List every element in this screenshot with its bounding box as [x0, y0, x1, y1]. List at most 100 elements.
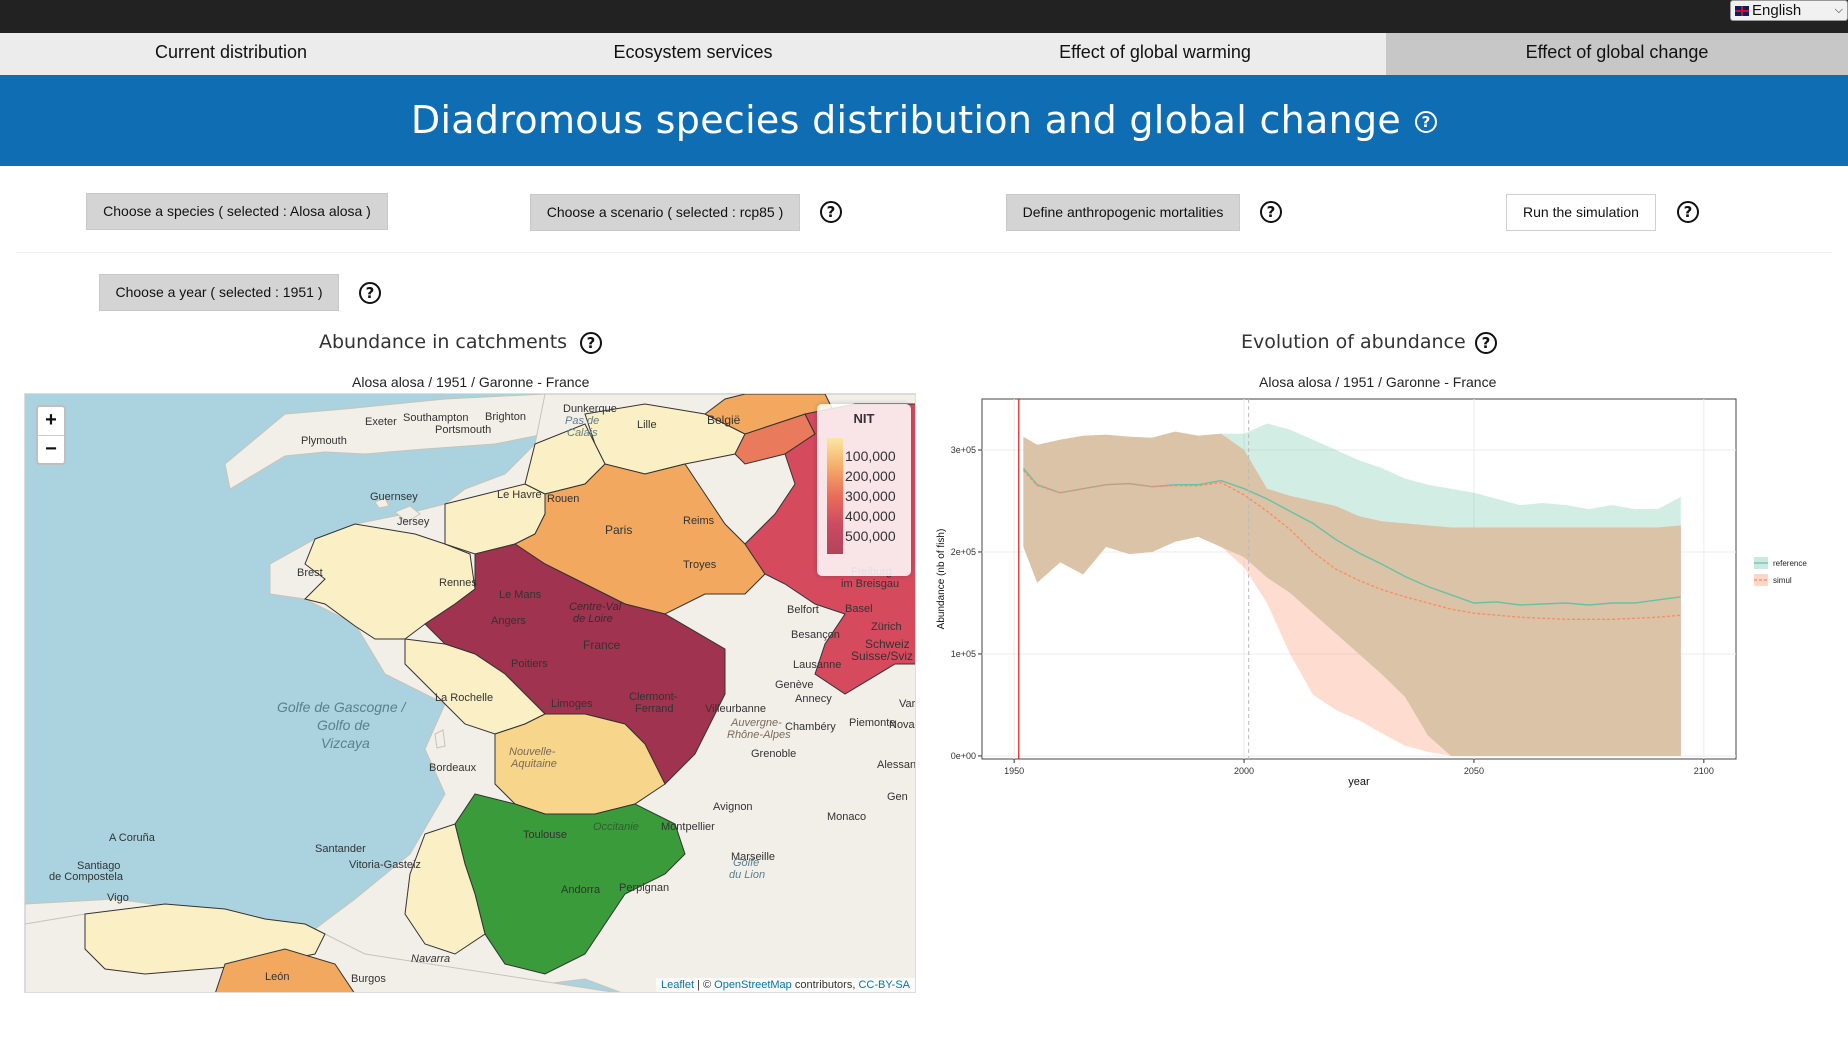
choose-scenario-button[interactable]: Choose a scenario ( selected : rcp85 ): [530, 194, 800, 231]
svg-text:Vitoria-Gasteiz: Vitoria-Gasteiz: [349, 859, 421, 871]
define-mortalities-button[interactable]: Define anthropogenic mortalities: [1006, 194, 1240, 231]
map-land-jersey: [394, 505, 421, 523]
scenario-help-icon[interactable]: ?: [820, 201, 842, 223]
svg-text:Avignon: Avignon: [713, 801, 753, 813]
year-help-icon[interactable]: ?: [359, 282, 381, 304]
svg-text:Plymouth: Plymouth: [301, 435, 347, 447]
svg-text:Perpignan: Perpignan: [619, 882, 669, 894]
svg-text:Exeter: Exeter: [365, 416, 397, 428]
svg-text:Calais: Calais: [567, 427, 598, 439]
y-axis-label: Abundance (nb of fish): [936, 529, 947, 630]
svg-text:Santiago: Santiago: [77, 860, 120, 872]
legend-label: 100,000: [845, 448, 896, 464]
overlap-band: [1023, 431, 1681, 756]
attrib-sep: | ©: [694, 979, 715, 991]
choose-year-button[interactable]: Choose a year ( selected : 1951 ): [99, 274, 339, 311]
page-title: Diadromous species distribution and glob…: [410, 98, 1402, 142]
plot-legend: reference simul: [1754, 557, 1807, 586]
simul-mean-line: [1022, 469, 1681, 620]
svg-text:Rhône-Alpes: Rhône-Alpes: [727, 729, 791, 741]
svg-text:Vare: Vare: [899, 698, 916, 710]
plot-section-title: Evolution of abundance: [1241, 331, 1466, 353]
zoom-in-button[interactable]: +: [45, 409, 57, 431]
mortalities-help-icon[interactable]: ?: [1260, 201, 1282, 223]
svg-text:Auvergne-: Auvergne-: [730, 717, 782, 729]
run-help-icon[interactable]: ?: [1677, 201, 1699, 223]
osm-link[interactable]: OpenStreetMap: [714, 979, 792, 991]
divider: [16, 252, 1832, 253]
svg-text:Poitiers: Poitiers: [511, 658, 548, 670]
svg-text:Navarra: Navarra: [411, 953, 450, 965]
legend-label: 400,000: [845, 508, 896, 524]
svg-text:Guernsey: Guernsey: [370, 491, 418, 503]
leaflet-link[interactable]: Leaflet: [660, 979, 694, 991]
svg-text:im Breisgau: im Breisgau: [841, 578, 899, 590]
run-simulation-button[interactable]: Run the simulation: [1506, 194, 1656, 231]
page-header: Diadromous species distribution and glob…: [0, 75, 1848, 166]
legend-entry: reference: [1773, 559, 1807, 568]
top-bar: English ⌵: [0, 0, 1848, 33]
tab-global-change[interactable]: Effect of global change: [1386, 33, 1848, 75]
svg-text:Golfo de: Golfo de: [317, 717, 370, 733]
legend-label: 200,000: [845, 468, 896, 484]
x-tick-label: 2000: [1234, 766, 1254, 776]
zoom-control: + −: [36, 405, 66, 465]
svg-text:Southampton: Southampton: [403, 412, 468, 424]
svg-text:Monaco: Monaco: [827, 811, 866, 823]
svg-text:Villeurbanne: Villeurbanne: [705, 703, 766, 715]
svg-text:Reims: Reims: [683, 515, 715, 527]
language-select[interactable]: English ⌵: [1730, 0, 1848, 21]
chevron-down-icon: ⌵: [1834, 4, 1843, 16]
svg-text:Rennes: Rennes: [439, 577, 477, 589]
tab-current-distribution[interactable]: Current distribution: [154, 42, 308, 62]
legend-label: 300,000: [845, 488, 896, 504]
map-canvas: Plymouth Exeter Southampton Portsmouth B…: [25, 394, 916, 992]
svg-text:Basel: Basel: [845, 603, 873, 615]
map-help-icon[interactable]: ?: [580, 332, 602, 354]
zoom-out-button[interactable]: −: [38, 435, 64, 463]
svg-text:Brighton: Brighton: [485, 411, 526, 423]
language-selected: English: [1752, 2, 1802, 19]
svg-text:Golfe de Gascogne /: Golfe de Gascogne /: [277, 699, 408, 715]
svg-text:Nouvelle-: Nouvelle-: [509, 746, 556, 758]
catchment-map[interactable]: Plymouth Exeter Southampton Portsmouth B…: [24, 393, 916, 993]
plot-help-icon[interactable]: ?: [1475, 332, 1497, 354]
choose-species-button[interactable]: Choose a species ( selected : Alosa alos…: [86, 193, 388, 230]
plot-bands: [1023, 423, 1681, 756]
map-subtitle: Alosa alosa / 1951 / Garonne - France: [352, 374, 590, 390]
catchment-very-low-adour: [404, 823, 486, 955]
svg-text:Piemonte: Piemonte: [849, 717, 895, 729]
svg-text:Centre-Val: Centre-Val: [569, 601, 622, 613]
svg-text:Troyes: Troyes: [683, 559, 717, 571]
svg-text:Montpellier: Montpellier: [661, 821, 715, 833]
map-section-title: Abundance in catchments: [319, 331, 568, 353]
svg-text:Pas de: Pas de: [565, 415, 599, 427]
svg-text:Gen: Gen: [887, 791, 908, 803]
svg-text:Vizcaya: Vizcaya: [321, 735, 370, 751]
svg-text:Suisse/Sviz: Suisse/Sviz: [851, 649, 913, 663]
plot-subtitle: Alosa alosa / 1951 / Garonne - France: [1259, 374, 1497, 390]
svg-text:Golfe: Golfe: [733, 857, 759, 869]
svg-text:Besançon: Besançon: [791, 629, 840, 641]
license-link[interactable]: CC-BY-SA: [858, 979, 910, 991]
plot-lines: [1018, 399, 1681, 759]
help-icon[interactable]: ?: [1415, 111, 1438, 133]
svg-text:Novar: Novar: [889, 719, 916, 731]
svg-text:Aquitaine: Aquitaine: [510, 758, 557, 770]
svg-text:Zürich: Zürich: [871, 621, 902, 633]
y-tick-label: 0e+00: [951, 751, 976, 761]
catchment-mid-meuse: [704, 394, 836, 435]
plot-axes: 1950 2000 2050 2100 0e+00 1e+05 2e+05 3e+05: [951, 445, 1714, 776]
page-title-wrap: Diadromous species distribution and glob…: [0, 75, 1848, 166]
legend-entry: simul: [1773, 576, 1792, 585]
svg-text:de Compostela: de Compostela: [49, 871, 124, 883]
map-land-oleron: [434, 729, 446, 749]
svg-text:Rouen: Rouen: [547, 493, 579, 505]
svg-text:Clermont-: Clermont-: [629, 691, 678, 703]
tab-ecosystem-services[interactable]: Ecosystem services: [613, 42, 773, 62]
svg-text:Toulouse: Toulouse: [523, 829, 567, 841]
map-attribution: Leaflet | © OpenStreetMap contributors, …: [655, 978, 915, 992]
tab-global-warming[interactable]: Effect of global warming: [1059, 42, 1251, 62]
svg-text:France: France: [583, 638, 621, 652]
catchment-mid-ebro: [215, 948, 355, 992]
